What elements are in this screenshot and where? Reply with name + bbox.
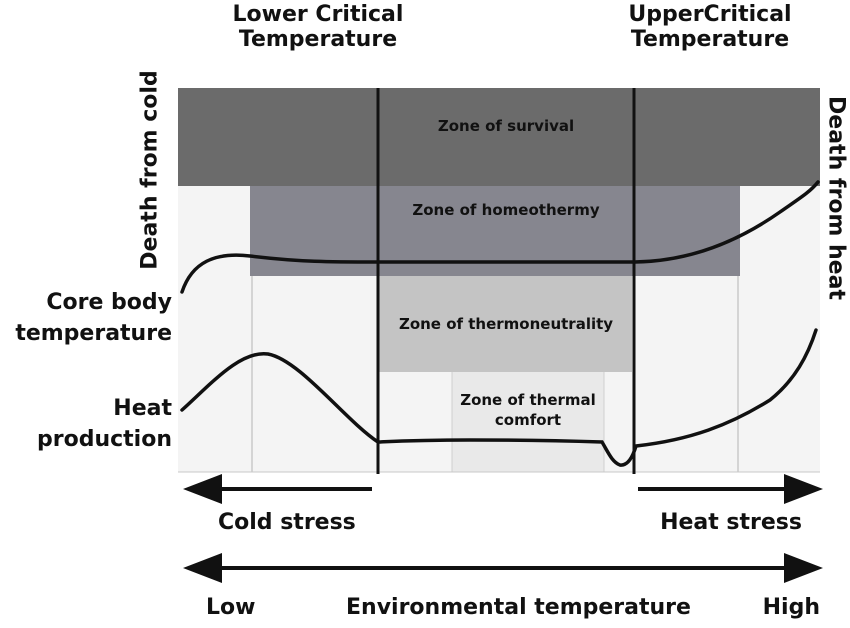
zone-homeothermy-label: Zone of homeothermy [412, 201, 600, 219]
death-from-heat-label: Death from heat [823, 96, 849, 300]
zone-thermoneutrality-label: Zone of thermoneutrality [398, 315, 614, 333]
zone-thermal-comfort-label: Zone of thermal comfort [460, 391, 596, 430]
heat-stress-label: Heat stress [660, 510, 802, 535]
environmental-axis-left-arrowhead [183, 553, 222, 583]
death-from-cold-label: Death from cold [137, 70, 163, 270]
zone-thermoneutrality-band [378, 276, 632, 372]
environmental-axis-right-arrowhead [784, 553, 823, 583]
core-body-temperature-curve [180, 180, 820, 294]
heat-production-label: Heat production [37, 396, 172, 452]
zone-survival-label: Zone of survival [437, 117, 575, 135]
axis-title: Environmental temperature [346, 595, 691, 620]
heat-production-curve [180, 328, 818, 467]
heat-stress-arrowhead [784, 474, 823, 504]
axis-low-label: Low [206, 595, 256, 620]
zone-survival-band [178, 88, 820, 186]
cold-stress-arrowhead [183, 474, 222, 504]
core-body-temperature-label: Core body temperature [15, 290, 172, 346]
cold-stress-label: Cold stress [218, 510, 356, 535]
lower-critical-header: Lower Critical Temperature [232, 2, 404, 53]
upper-critical-header: UpperCritical Temperature [628, 2, 792, 53]
axis-high-label: High [762, 595, 820, 620]
zone-thermal-comfort-band [452, 372, 604, 472]
